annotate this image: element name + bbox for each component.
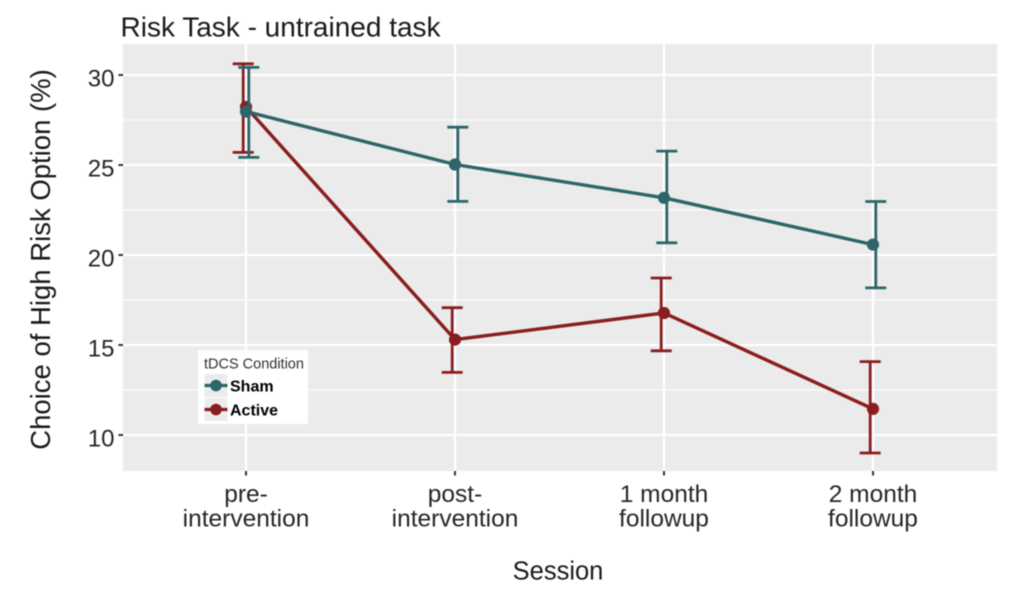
svg-text:20: 20 bbox=[88, 246, 115, 273]
svg-text:25: 25 bbox=[88, 156, 115, 183]
svg-text:30: 30 bbox=[88, 66, 115, 93]
svg-text:Session: Session bbox=[513, 558, 604, 586]
svg-text:followup: followup bbox=[828, 506, 918, 533]
svg-text:10: 10 bbox=[88, 426, 115, 453]
svg-text:15: 15 bbox=[88, 336, 115, 363]
svg-text:2 month: 2 month bbox=[829, 481, 918, 508]
svg-text:intervention: intervention bbox=[183, 506, 310, 533]
svg-text:1 month: 1 month bbox=[620, 481, 709, 508]
svg-text:followup: followup bbox=[619, 506, 709, 533]
svg-text:Active: Active bbox=[230, 403, 278, 420]
svg-text:intervention: intervention bbox=[392, 506, 519, 533]
svg-text:Choice of High Risk Option (%): Choice of High Risk Option (%) bbox=[25, 69, 56, 450]
svg-text:post-: post- bbox=[428, 481, 482, 508]
svg-text:Sham: Sham bbox=[230, 379, 274, 396]
svg-text:tDCS Condition: tDCS Condition bbox=[204, 357, 304, 373]
svg-text:pre-: pre- bbox=[224, 481, 268, 508]
svg-text:Risk Task - untrained task: Risk Task - untrained task bbox=[121, 12, 442, 43]
